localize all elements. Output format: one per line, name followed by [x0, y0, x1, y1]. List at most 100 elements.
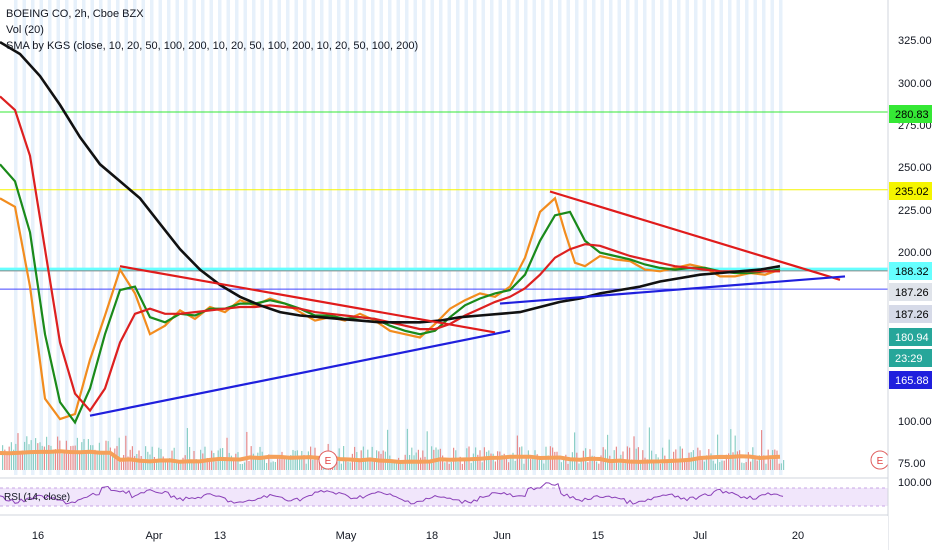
volume-bar	[527, 450, 529, 470]
volume-bar	[624, 463, 626, 470]
volume-bar	[556, 451, 558, 470]
volume-bar	[712, 460, 714, 470]
legend-volume[interactable]: Vol (20)	[6, 24, 44, 36]
volume-bar	[307, 451, 309, 470]
volume-bar	[142, 463, 144, 470]
price-tag-label: 165.88	[895, 375, 929, 387]
session-stripe	[668, 0, 672, 475]
volume-bar	[2, 445, 4, 470]
volume-bar	[48, 445, 50, 470]
volume-bar	[591, 455, 593, 470]
legend-sma[interactable]: SMA by KGS (close, 10, 20, 50, 100, 200,…	[6, 40, 419, 52]
volume-bar	[431, 446, 433, 470]
volume-bar	[684, 461, 686, 470]
volume-bar	[774, 449, 776, 470]
session-stripe	[328, 0, 332, 475]
session-stripe	[73, 0, 77, 475]
volume-bar	[290, 455, 292, 470]
session-stripe	[600, 0, 604, 475]
volume-bar	[677, 462, 679, 470]
session-stripe	[430, 0, 434, 475]
volume-bar	[87, 439, 89, 470]
session-stripe	[617, 0, 621, 475]
session-stripe	[583, 0, 587, 475]
session-stripe	[192, 0, 196, 475]
session-stripe	[634, 0, 638, 475]
session-stripe	[626, 0, 630, 475]
session-stripe	[524, 0, 528, 475]
volume-bar	[525, 455, 527, 470]
volume-bar	[112, 452, 114, 470]
session-stripe	[456, 0, 460, 475]
volume-bar	[186, 428, 188, 470]
session-stripe	[65, 0, 69, 475]
volume-bar	[52, 449, 54, 470]
volume-bar	[736, 451, 738, 470]
session-stripe	[39, 0, 43, 475]
volume-bar	[101, 452, 103, 470]
volume-bar	[391, 461, 393, 470]
volume-bar	[312, 459, 314, 470]
rsi-line	[0, 482, 784, 505]
volume-bar	[103, 453, 105, 470]
volume-bar	[175, 459, 177, 470]
volume-bar	[406, 428, 408, 470]
volume-bar	[560, 462, 562, 470]
session-stripe	[413, 0, 417, 475]
volume-bar	[96, 451, 98, 470]
volume-bar	[657, 457, 659, 470]
volume-bar	[268, 454, 270, 470]
volume-bar	[266, 462, 268, 470]
volume-bar	[743, 463, 745, 470]
session-stripe	[22, 0, 26, 475]
volume-bar	[118, 437, 120, 470]
session-stripe	[447, 0, 451, 475]
volume-bar	[4, 449, 6, 470]
session-stripe	[311, 0, 315, 475]
volume-bar	[301, 450, 303, 470]
volume-bar	[629, 447, 631, 470]
moving-averages	[0, 40, 781, 425]
volume-bar	[745, 462, 747, 470]
volume-bar	[83, 439, 85, 470]
volume-bar	[246, 431, 248, 470]
volume-bar	[134, 456, 136, 470]
volume-bar	[695, 457, 697, 470]
session-stripe	[464, 0, 468, 475]
volume-bar	[340, 463, 342, 470]
volume-bar	[765, 463, 767, 470]
volume-bar	[43, 446, 45, 470]
y-tick-label: 250.00	[898, 162, 932, 174]
x-tick-label: Jul	[693, 530, 707, 542]
volume-bar	[459, 456, 461, 470]
session-stripe	[362, 0, 366, 475]
volume-bar	[182, 457, 184, 470]
trendlines	[89, 190, 846, 417]
price-tag-label: 188.32	[895, 266, 929, 278]
earnings-marker-label: E	[877, 456, 884, 467]
volume-bar	[761, 430, 763, 470]
volume-bar	[105, 440, 107, 470]
volume-bar	[28, 444, 30, 470]
earnings-marker-label: E	[325, 456, 332, 467]
volume-bar	[501, 454, 503, 470]
volume-bar	[24, 441, 26, 470]
price-tag-background	[889, 371, 932, 389]
volume-bar	[714, 463, 716, 470]
session-stripe	[209, 0, 213, 475]
volume-bar	[277, 456, 279, 470]
session-stripe	[218, 0, 222, 475]
volume-bar	[640, 462, 642, 470]
volume-bar	[257, 452, 259, 470]
volume-bar	[596, 461, 598, 470]
session-stripe	[388, 0, 392, 475]
session-stripe	[762, 0, 766, 475]
volume-bar	[732, 452, 734, 470]
legend-symbol[interactable]: BOEING CO, 2h, Cboe BZX	[6, 8, 144, 20]
session-stripe	[99, 0, 103, 475]
volume-bar	[169, 458, 171, 470]
volume-bar	[263, 459, 265, 470]
session-stripe	[56, 0, 60, 475]
